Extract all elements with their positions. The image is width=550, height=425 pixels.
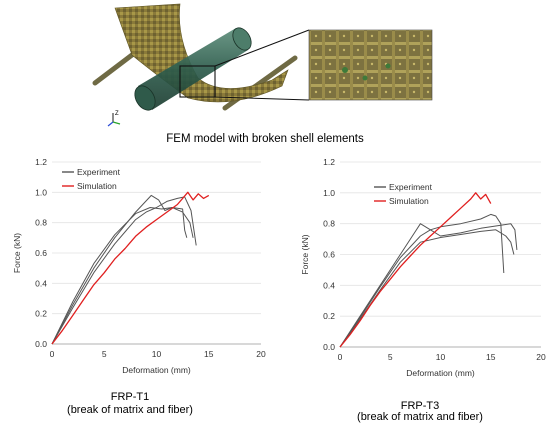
- x-tick-label: 0: [338, 352, 343, 362]
- x-tick-label: 20: [256, 349, 266, 359]
- x-tick-label: 20: [536, 352, 546, 362]
- chart-frp-t3: 0.0 0.2 0.4 0.6 0.8 1.0 1.2 0 5 10 15 20 Deformation…: [300, 157, 546, 378]
- series-line-experiment: [51, 194, 194, 345]
- y-axis-label: Force (kN): [12, 233, 22, 273]
- y-tick-label: 1.0: [323, 188, 335, 198]
- chart-subtitle-frp-t1: (break of matrix and fiber): [67, 404, 193, 416]
- x-axis-label: Deformation (mm): [406, 368, 475, 378]
- legend-label: Simulation: [389, 196, 429, 206]
- y-tick-label: 1.2: [35, 157, 47, 167]
- x-tick-label: 5: [388, 352, 393, 362]
- y-tick-label: 0.0: [323, 342, 335, 352]
- legend-label: Experiment: [77, 167, 121, 177]
- legend-label: Simulation: [77, 181, 117, 191]
- x-tick-label: 10: [152, 349, 162, 359]
- x-tick-label: 5: [102, 349, 107, 359]
- y-tick-label: 0.2: [35, 309, 47, 319]
- y-tick-label: 0.4: [323, 280, 335, 290]
- axis-triad-icon: Z: [107, 111, 121, 127]
- zoom-region-box: [179, 65, 216, 98]
- y-tick-label: 0.6: [35, 248, 47, 258]
- y-tick-label: 0.0: [35, 339, 47, 349]
- loading-cylinder: [134, 27, 252, 111]
- legend-item-experiment: Experiment: [374, 182, 433, 192]
- y-tick-label: 1.2: [323, 157, 335, 167]
- series-line-experiment-1: [339, 229, 515, 348]
- series-line-simulation: [339, 192, 492, 348]
- fem-caption: FEM model with broken shell elements: [166, 133, 364, 145]
- y-tick-label: 0.4: [35, 278, 47, 288]
- legend-item-experiment: Experiment: [62, 167, 121, 177]
- series-line-experiment-1: [51, 196, 197, 345]
- chart-title-frp-t3: FRP-T3: [400, 400, 440, 412]
- x-tick-label: 10: [436, 352, 446, 362]
- y-tick-label: 1.0: [35, 187, 47, 197]
- x-tick-label: 0: [50, 349, 55, 359]
- chart-frp-t1: 0.0 0.2 0.4 0.6 0.8 1.0 1.2 0 5 10 15 20 Deformation…: [12, 157, 266, 375]
- y-axis-label: Force (kN): [300, 234, 310, 274]
- series-line-experiment: [339, 213, 505, 348]
- x-axis-label: Deformation (mm): [122, 365, 191, 375]
- series-line-experiment-2: [339, 223, 518, 348]
- legend-item-simulation: Simulation: [374, 196, 429, 206]
- y-tick-label: 0.8: [323, 219, 335, 229]
- legend-item-simulation: Simulation: [62, 181, 117, 191]
- series-line-experiment-2: [51, 207, 188, 345]
- legend-label: Experiment: [389, 182, 433, 192]
- x-tick-label: 15: [486, 352, 496, 362]
- axis-triad-label: Z: [115, 111, 119, 117]
- chart-subtitle-frp-t3: (break of matrix and fiber): [357, 411, 483, 423]
- zoom-connector-top: [214, 29, 310, 67]
- fem-model-illustration: Z: [92, 3, 433, 127]
- y-tick-label: 0.8: [35, 218, 47, 228]
- series-line-simulation: [51, 191, 210, 345]
- y-tick-label: 0.2: [323, 311, 335, 321]
- x-tick-label: 15: [204, 349, 214, 359]
- zoom-connector-bottom: [214, 96, 310, 101]
- chart-title-frp-t1: FRP-T1: [110, 391, 150, 403]
- zoomed-mesh-detail: [308, 29, 433, 101]
- y-tick-label: 0.6: [323, 250, 335, 260]
